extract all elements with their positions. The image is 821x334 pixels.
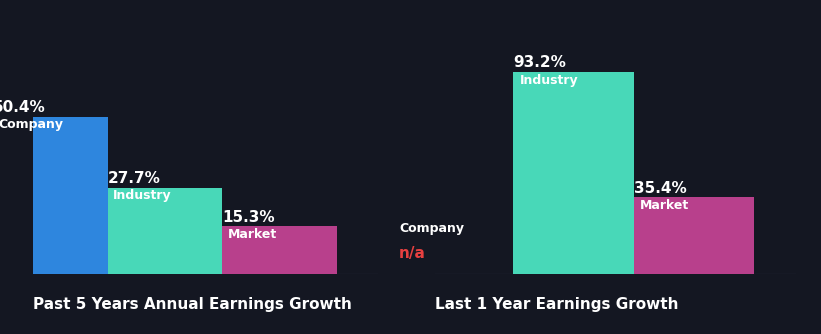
Text: 27.7%: 27.7% <box>108 171 160 186</box>
Text: 93.2%: 93.2% <box>513 55 566 70</box>
Bar <box>513 72 634 274</box>
Text: Market: Market <box>228 228 277 241</box>
Text: Market: Market <box>640 199 689 212</box>
Text: Industry: Industry <box>520 74 578 87</box>
Text: 15.3%: 15.3% <box>222 210 275 225</box>
Text: Company: Company <box>0 118 63 131</box>
Text: Past 5 Years Annual Earnings Growth: Past 5 Years Annual Earnings Growth <box>33 297 351 312</box>
Text: n/a: n/a <box>399 246 426 261</box>
Bar <box>634 197 754 274</box>
Bar <box>108 187 222 274</box>
Text: Company: Company <box>399 222 464 235</box>
Text: 50.4%: 50.4% <box>0 100 45 115</box>
Text: Industry: Industry <box>113 189 172 202</box>
Text: Last 1 Year Earnings Growth: Last 1 Year Earnings Growth <box>435 297 679 312</box>
Text: 35.4%: 35.4% <box>634 180 686 195</box>
Bar <box>222 226 337 274</box>
Bar <box>0 117 108 274</box>
